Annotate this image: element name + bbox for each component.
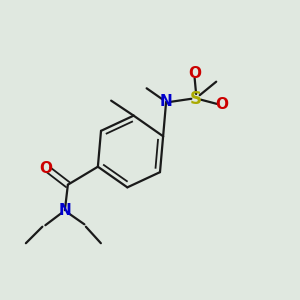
Text: O: O (39, 161, 52, 176)
Text: S: S (190, 90, 202, 108)
Text: N: N (58, 203, 71, 218)
Text: N: N (160, 94, 172, 109)
Text: O: O (188, 66, 201, 81)
Text: O: O (215, 97, 228, 112)
